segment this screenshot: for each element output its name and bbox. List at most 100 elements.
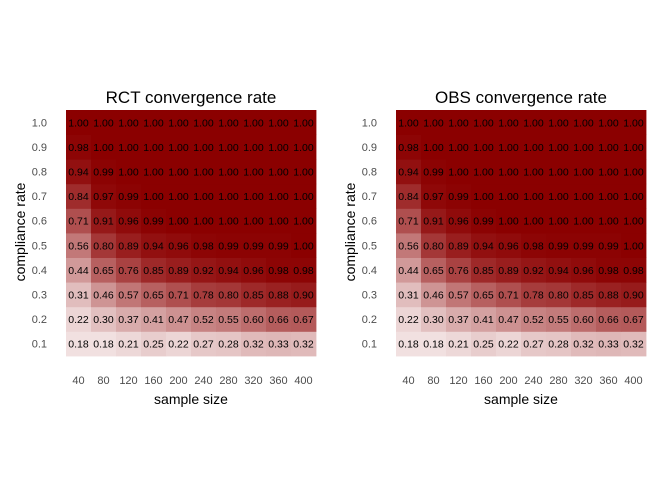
rct-cell-value: 0.94 xyxy=(68,167,89,179)
obs-y-tick-label: 0.8 xyxy=(362,167,377,179)
obs-cell-value: 0.80 xyxy=(548,290,569,302)
rct-heatmap-cell xyxy=(241,282,267,308)
obs-cell-value: 0.99 xyxy=(548,240,569,252)
obs-heatmap-cell xyxy=(421,257,447,283)
obs-cell-value: 0.89 xyxy=(448,240,469,252)
rct-heatmap-cell xyxy=(166,233,192,258)
obs-heatmap-cell xyxy=(571,282,597,308)
rct-heatmap-cell xyxy=(266,331,292,357)
obs-cell-value: 0.98 xyxy=(523,240,544,252)
rct-cell-value: 0.41 xyxy=(143,314,164,326)
rct-y-tick-label: 0.3 xyxy=(32,290,47,302)
rct-cell-value: 0.94 xyxy=(143,240,164,252)
obs-cell-value: 1.00 xyxy=(623,240,644,252)
rct-cell-value: 1.00 xyxy=(143,142,164,154)
obs-cell-value: 1.00 xyxy=(548,167,569,179)
obs-heatmap-cell xyxy=(621,331,647,357)
obs-x-tick-labels: 40 80 120 160 200 240 280 320 360 400 xyxy=(402,375,642,387)
rct-heatmap-cell xyxy=(241,208,267,234)
rct-heatmap-cell xyxy=(291,208,317,234)
obs-cell-value: 0.88 xyxy=(598,290,619,302)
obs-heatmap-cell xyxy=(521,183,547,209)
obs-cell-value: 0.46 xyxy=(423,290,444,302)
obs-heatmap-cell xyxy=(571,331,597,357)
rct-y-tick-label: 0.8 xyxy=(32,167,47,179)
obs-heatmap-cell xyxy=(471,183,497,209)
rct-heatmap-cell xyxy=(66,183,92,209)
rct-cell-value: 0.71 xyxy=(68,216,89,228)
rct-heatmap-cell xyxy=(266,306,292,332)
rct-heatmap-cell xyxy=(66,306,92,332)
rct-cell-value: 0.99 xyxy=(93,167,114,179)
rct-heatmap-cell xyxy=(241,134,267,160)
obs-cell-value: 1.00 xyxy=(398,117,419,129)
rct-heatmap-cell xyxy=(216,331,242,357)
rct-x-tick-label: 400 xyxy=(294,375,312,387)
obs-heatmap-cells xyxy=(396,110,647,357)
rct-heatmap-cell xyxy=(216,159,242,185)
obs-heatmap-cell xyxy=(596,183,622,209)
rct-heatmap-cell xyxy=(166,331,192,357)
obs-heatmap-cell xyxy=(396,257,422,283)
obs-cell-value: 0.32 xyxy=(573,339,594,351)
rct-cell-value: 0.98 xyxy=(268,265,289,277)
rct-cell-value: 1.00 xyxy=(193,167,214,179)
rct-cell-value: 1.00 xyxy=(68,117,89,129)
obs-heatmap-cell xyxy=(571,183,597,209)
obs-heatmap-cell xyxy=(596,159,622,185)
rct-x-tick-label: 360 xyxy=(269,375,287,387)
obs-cell-value: 1.00 xyxy=(623,216,644,228)
rct-cell-value: 1.00 xyxy=(268,167,289,179)
rct-heatmap-cell xyxy=(266,233,292,258)
rct-heatmap-cell xyxy=(91,257,117,283)
obs-cell-value: 0.25 xyxy=(473,339,494,351)
obs-cell-value: 0.91 xyxy=(423,216,444,228)
obs-x-tick-label: 400 xyxy=(624,375,642,387)
rct-cell-value: 1.00 xyxy=(268,191,289,203)
rct-cell-value: 0.30 xyxy=(93,314,114,326)
obs-heatmap-cell xyxy=(546,208,572,234)
rct-heatmap-cell xyxy=(166,110,192,135)
obs-heatmap-cell xyxy=(471,331,497,357)
rct-cell-value: 0.65 xyxy=(143,290,164,302)
rct-cell-value: 1.00 xyxy=(268,216,289,228)
rct-cell-value: 1.00 xyxy=(293,167,314,179)
obs-heatmap-cell xyxy=(396,134,422,160)
rct-cell-value: 0.28 xyxy=(218,339,239,351)
obs-cell-value: 0.94 xyxy=(548,265,569,277)
rct-heatmap-cell xyxy=(141,110,167,135)
rct-cell-value: 0.22 xyxy=(168,339,189,351)
rct-heatmap-cell xyxy=(91,306,117,332)
rct-cell-value: 1.00 xyxy=(268,142,289,154)
rct-cell-value: 0.32 xyxy=(243,339,264,351)
rct-heatmap-cell xyxy=(191,110,217,135)
obs-heatmap-cell xyxy=(446,233,472,258)
obs-y-tick-label: 0.1 xyxy=(362,339,377,351)
obs-heatmap-cell xyxy=(621,208,647,234)
rct-heatmap-cell xyxy=(66,257,92,283)
obs-cell-value: 0.89 xyxy=(498,265,519,277)
rct-heatmap-cell xyxy=(266,282,292,308)
rct-cell-value: 0.60 xyxy=(243,314,264,326)
rct-heatmap-cell xyxy=(191,183,217,209)
obs-heatmap-cell xyxy=(471,257,497,283)
obs-heatmap-cell xyxy=(446,208,472,234)
rct-y-tick-label: 0.7 xyxy=(32,191,47,203)
rct-cell-value: 0.98 xyxy=(193,240,214,252)
rct-heatmap-cell xyxy=(116,134,142,160)
rct-cell-value: 0.89 xyxy=(168,265,189,277)
rct-cell-value: 0.37 xyxy=(118,314,139,326)
rct-heatmap-cell xyxy=(266,159,292,185)
rct-cell-value: 0.55 xyxy=(218,314,239,326)
obs-x-tick-label: 120 xyxy=(449,375,467,387)
obs-cell-value: 0.94 xyxy=(398,167,419,179)
obs-cell-value: 0.99 xyxy=(423,167,444,179)
rct-cell-value: 0.65 xyxy=(93,265,114,277)
rct-cell-value: 0.66 xyxy=(268,314,289,326)
obs-x-tick-label: 360 xyxy=(599,375,617,387)
rct-cell-value: 1.00 xyxy=(93,117,114,129)
rct-x-tick-label: 80 xyxy=(97,375,109,387)
rct-cell-labels: 0.18 0.18 0.21 0.25 0.22 0.27 0.28 0.32 0.33 0.32… xyxy=(68,117,314,350)
obs-cell-value: 0.47 xyxy=(498,314,519,326)
obs-cell-value: 0.65 xyxy=(473,290,494,302)
